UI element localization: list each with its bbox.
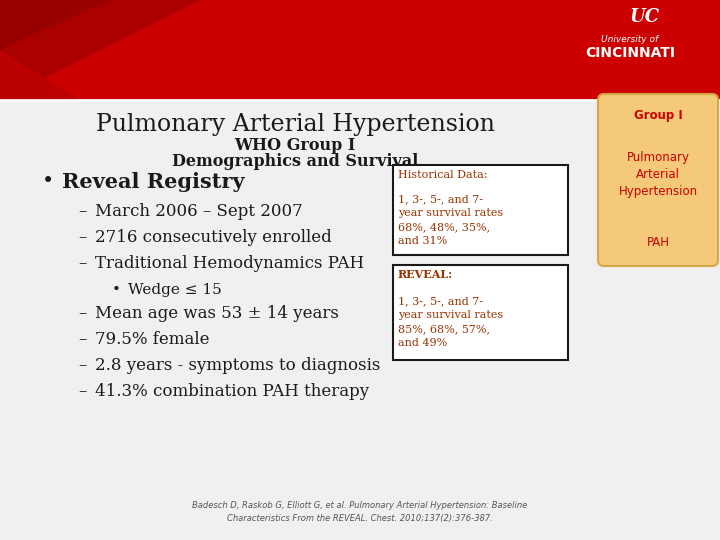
Text: UC: UC bbox=[630, 8, 660, 26]
Text: •: • bbox=[112, 283, 121, 297]
Text: –: – bbox=[78, 383, 86, 401]
Text: Historical Data:: Historical Data: bbox=[398, 170, 487, 180]
Text: Traditional Hemodynamics PAH: Traditional Hemodynamics PAH bbox=[95, 255, 364, 273]
Text: 2.8 years - symptoms to diagnosis: 2.8 years - symptoms to diagnosis bbox=[95, 357, 380, 375]
Text: REVEAL:: REVEAL: bbox=[398, 269, 453, 280]
Text: •: • bbox=[42, 172, 54, 192]
Text: Group I: Group I bbox=[634, 110, 683, 123]
Text: Reveal Registry: Reveal Registry bbox=[62, 172, 245, 192]
Text: CINCINNATI: CINCINNATI bbox=[585, 46, 675, 60]
Polygon shape bbox=[0, 0, 200, 100]
Polygon shape bbox=[0, 50, 80, 100]
Text: 79.5% female: 79.5% female bbox=[95, 332, 210, 348]
Text: Pulmonary Arterial Hypertension: Pulmonary Arterial Hypertension bbox=[96, 113, 495, 137]
Text: –: – bbox=[78, 230, 86, 246]
Text: 2716 consecutively enrolled: 2716 consecutively enrolled bbox=[95, 230, 332, 246]
FancyBboxPatch shape bbox=[598, 94, 718, 266]
Text: March 2006 – Sept 2007: March 2006 – Sept 2007 bbox=[95, 204, 302, 220]
Bar bbox=[393, 265, 568, 360]
Text: –: – bbox=[78, 204, 86, 220]
Text: PAH: PAH bbox=[647, 235, 670, 248]
Text: –: – bbox=[78, 357, 86, 375]
Text: 1, 3-, 5-, and 7-
year survival rates
85%, 68%, 57%,
and 49%: 1, 3-, 5-, and 7- year survival rates 85… bbox=[398, 296, 503, 348]
Text: 41.3% combination PAH therapy: 41.3% combination PAH therapy bbox=[95, 383, 369, 401]
Text: 1, 3-, 5-, and 7-
year survival rates
68%, 48%, 35%,
and 31%: 1, 3-, 5-, and 7- year survival rates 68… bbox=[398, 194, 503, 246]
Text: Badesch D, Raskob G, Elliott G, et al. Pulmonary Arterial Hypertension: Baseline: Badesch D, Raskob G, Elliott G, et al. P… bbox=[192, 501, 528, 523]
Polygon shape bbox=[0, 0, 110, 50]
Text: Demographics and Survival: Demographics and Survival bbox=[172, 153, 418, 171]
Text: –: – bbox=[78, 306, 86, 322]
Bar bbox=[393, 165, 568, 255]
Text: Pulmonary
Arterial
Hypertension: Pulmonary Arterial Hypertension bbox=[618, 152, 698, 199]
Text: WHO Group I: WHO Group I bbox=[234, 137, 356, 153]
Text: Wedge ≤ 15: Wedge ≤ 15 bbox=[128, 283, 222, 297]
Text: –: – bbox=[78, 332, 86, 348]
Bar bbox=[0, 0, 720, 100]
Text: Mean age was 53 ± 14 years: Mean age was 53 ± 14 years bbox=[95, 306, 339, 322]
Text: University of: University of bbox=[601, 36, 659, 44]
Text: –: – bbox=[78, 255, 86, 273]
